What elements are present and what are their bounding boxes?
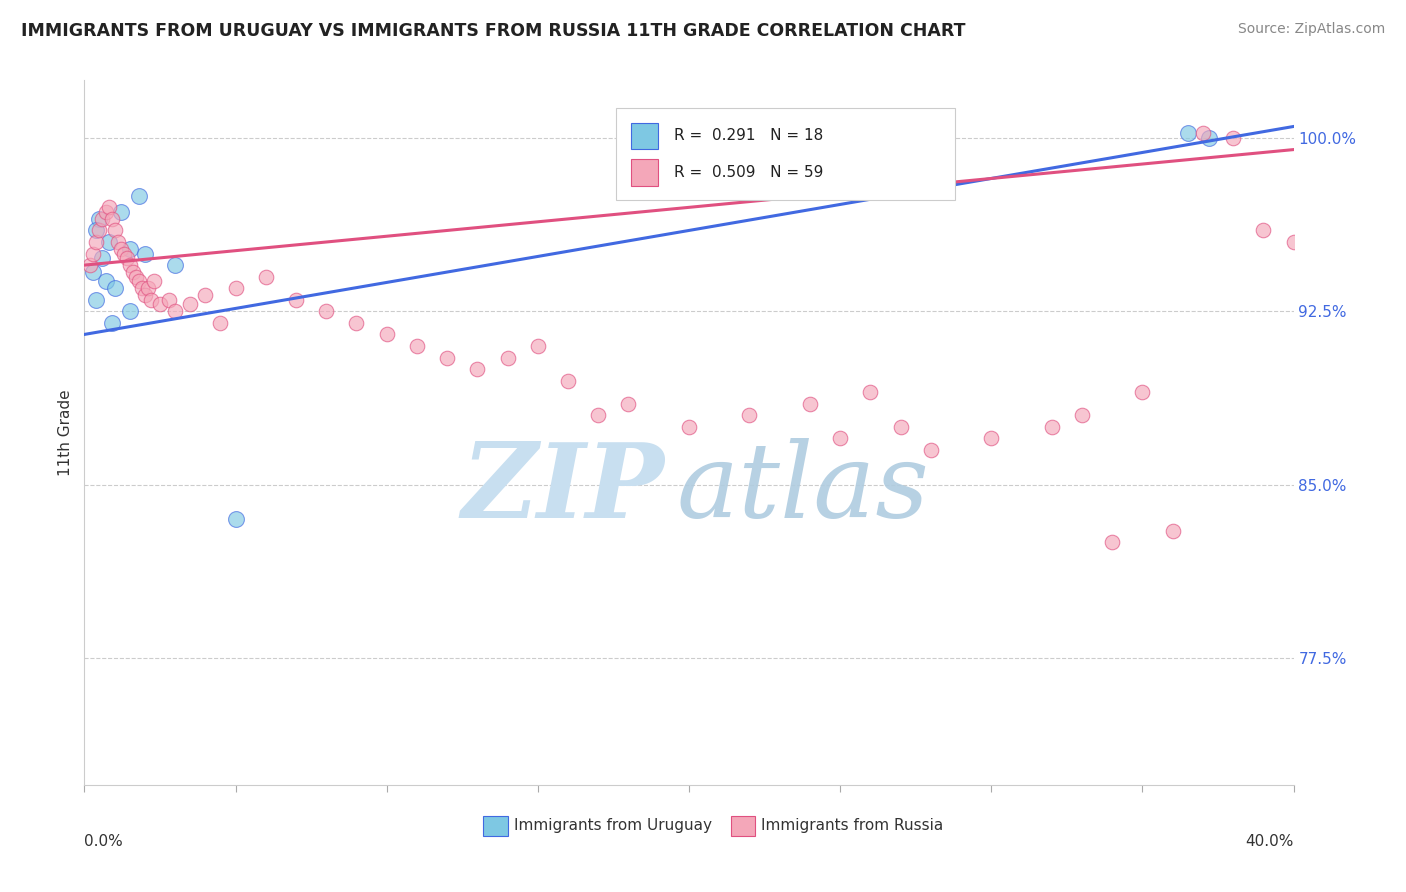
Point (165, 258, 187, 272)
Point (1132, 385, 1154, 400)
Text: R =  0.509   N = 59: R = 0.509 N = 59 (675, 165, 824, 180)
Point (100, 211, 122, 226)
Point (588, 409, 610, 423)
Point (315, 304, 337, 318)
Point (115, 251, 138, 265)
Point (1071, 409, 1094, 423)
Point (142, 274, 165, 288)
Bar (631, 122, 658, 149)
Point (139, 293, 162, 307)
Point (100, 316, 122, 330)
Point (346, 316, 368, 330)
Text: R =  0.291   N = 18: R = 0.291 N = 18 (675, 128, 824, 144)
Text: IMMIGRANTS FROM URUGUAY VS IMMIGRANTS FROM RUSSIA 11TH GRADE CORRELATION CHART: IMMIGRANTS FROM URUGUAY VS IMMIGRANTS FR… (21, 22, 966, 40)
Point (678, 420, 700, 434)
Point (94, 205, 117, 219)
Bar (631, 159, 658, 186)
Point (136, 281, 159, 295)
Point (118, 258, 141, 272)
Point (125, 269, 148, 284)
Point (225, 281, 247, 295)
Point (1040, 420, 1063, 434)
Point (920, 442, 942, 457)
Point (165, 304, 187, 318)
Text: Immigrants from Uruguay: Immigrants from Uruguay (513, 818, 711, 833)
Point (254, 269, 277, 284)
Point (436, 351, 458, 365)
Point (467, 362, 489, 376)
Point (149, 297, 172, 311)
Point (128, 274, 150, 288)
Point (157, 293, 180, 307)
Y-axis label: 11th Grade: 11th Grade (58, 389, 73, 476)
Point (1192, 127, 1215, 141)
Point (128, 189, 150, 203)
Point (86, 293, 108, 307)
Bar (616, 109, 955, 200)
Point (82, 246, 104, 260)
Point (118, 242, 141, 256)
Point (89, 211, 111, 226)
Text: 40.0%: 40.0% (1246, 834, 1294, 849)
Point (406, 339, 429, 353)
Point (94, 274, 117, 288)
Point (110, 242, 132, 256)
Point (134, 246, 156, 260)
Point (110, 205, 132, 219)
Point (1161, 524, 1184, 538)
Text: ZIP: ZIP (461, 438, 665, 540)
Point (121, 265, 143, 279)
Point (527, 339, 550, 353)
Point (1101, 535, 1123, 549)
Point (738, 409, 761, 423)
Point (79, 258, 101, 272)
Point (118, 304, 141, 318)
Point (91, 251, 114, 265)
Point (1222, 131, 1244, 145)
Point (134, 288, 156, 302)
Point (97, 235, 120, 249)
Point (194, 288, 217, 302)
Point (209, 316, 232, 330)
Point (131, 281, 153, 295)
Point (859, 385, 882, 400)
Point (91, 211, 114, 226)
Point (496, 351, 519, 365)
Point (980, 431, 1002, 445)
Point (799, 397, 821, 411)
Point (1282, 235, 1305, 249)
Point (617, 397, 640, 411)
Point (104, 281, 127, 295)
Bar (731, 816, 755, 836)
Point (285, 293, 308, 307)
Point (1253, 223, 1275, 237)
Point (557, 374, 579, 388)
Point (86, 235, 108, 249)
Text: Source: ZipAtlas.com: Source: ZipAtlas.com (1237, 22, 1385, 37)
Point (112, 246, 135, 260)
Bar (484, 816, 508, 836)
Point (1177, 127, 1199, 141)
Point (890, 420, 912, 434)
Point (82, 265, 104, 279)
Point (1198, 131, 1220, 145)
Text: atlas: atlas (676, 438, 929, 540)
Text: 0.0%: 0.0% (84, 834, 124, 849)
Point (89, 223, 111, 237)
Text: Immigrants from Russia: Immigrants from Russia (762, 818, 943, 833)
Point (107, 235, 129, 249)
Point (104, 223, 127, 237)
Point (86, 223, 108, 237)
Point (179, 297, 201, 311)
Point (225, 512, 247, 526)
Point (830, 431, 852, 445)
Point (97, 200, 120, 214)
Point (375, 327, 398, 342)
